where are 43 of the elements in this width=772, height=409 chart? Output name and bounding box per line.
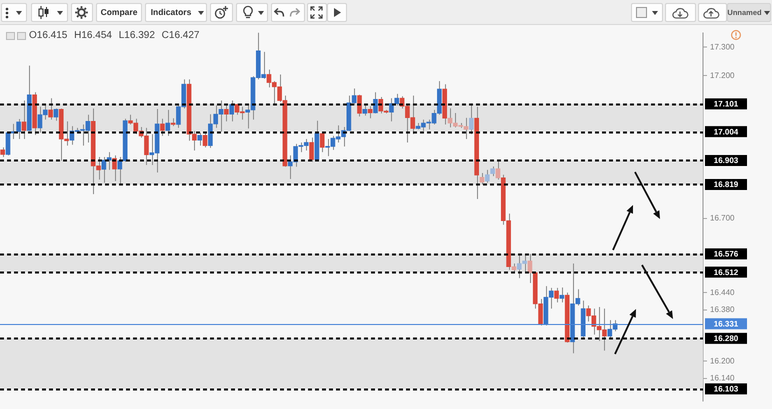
candlestick (484, 169, 490, 184)
candlestick (357, 94, 362, 117)
candlestick (197, 132, 202, 146)
candlestick (118, 156, 122, 185)
ref-line-label: 16.903 (714, 156, 739, 166)
candlestick (394, 93, 400, 106)
ref-line-label: 16.280 (714, 334, 739, 344)
y-tick-label: 16.380 (710, 305, 736, 314)
candlestick (362, 104, 368, 116)
ref-line-label: 16.819 (714, 180, 739, 190)
text: Indicators (150, 6, 192, 19)
y-tick-label: 17.200 (710, 70, 736, 80)
candlestick (202, 132, 208, 148)
candlestick (309, 137, 314, 162)
ref-line-label: 17.004 (714, 127, 739, 136)
y-tick-label: 16.140 (710, 374, 736, 383)
candlestick (490, 166, 495, 177)
candlestick (496, 160, 500, 180)
candlestick (224, 104, 229, 122)
text: Compare (96, 3, 142, 22)
candlestick (469, 102, 474, 135)
candlestick (160, 118, 165, 136)
ref-line-label: 16.512 (714, 268, 739, 277)
candlestick (0, 146, 5, 158)
ref-line-label: 16.103 (714, 384, 739, 394)
ref-line-label: 16.331 (714, 320, 739, 329)
candlestick (554, 287, 559, 303)
candlestick (373, 92, 378, 114)
candlestick (48, 98, 53, 120)
candlestick (22, 100, 26, 140)
candlestick (165, 109, 170, 136)
candlestick (389, 98, 394, 122)
candlestick (320, 132, 325, 153)
y-tick-label: 16.700 (710, 214, 736, 223)
candlestick (528, 253, 532, 284)
ref-line-label: 17.101 (714, 100, 739, 109)
y-tick-label: 17.300 (710, 42, 736, 52)
y-tick-label: 16.200 (710, 356, 736, 366)
y-tick-label: 16.440 (710, 288, 736, 297)
annotation: O16.415 H16.454 L16.392 C16.427 (29, 29, 200, 42)
candlestick (368, 106, 372, 119)
candlestick (16, 118, 21, 140)
ref-line-label: 16.576 (714, 250, 739, 259)
